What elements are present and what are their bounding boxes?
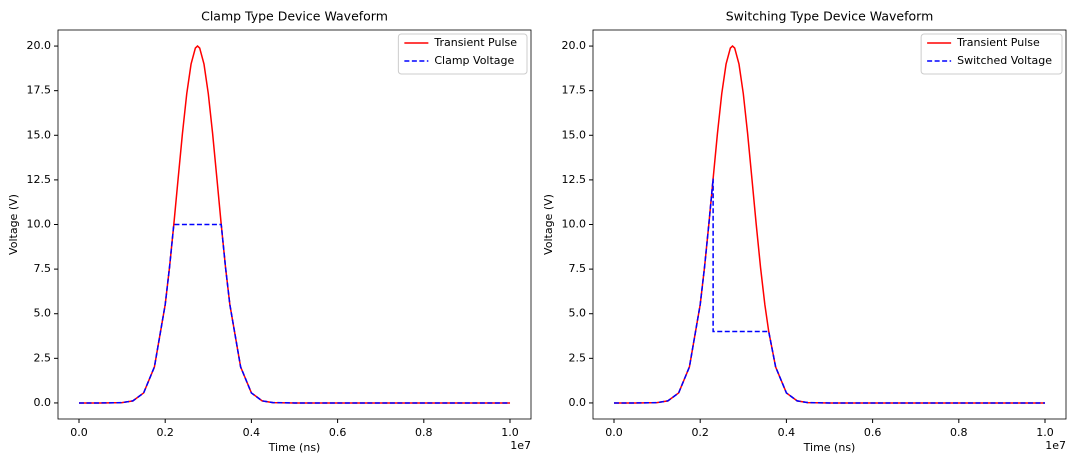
legend-label: Switched Voltage (957, 54, 1052, 67)
y-tick-label: 7.5 (569, 262, 587, 275)
y-tick-label: 12.5 (27, 173, 52, 186)
y-tick-label: 17.5 (562, 84, 587, 97)
x-tick-label: 0.6 (329, 426, 347, 439)
y-tick-label: 2.5 (34, 351, 52, 364)
x-axis-label: Time (ns) (268, 441, 321, 454)
legend-box (920, 33, 1063, 75)
x-offset-label: 1e7 (1045, 439, 1066, 452)
y-axis-label: Voltage (V) (7, 194, 20, 255)
y-tick-label: 10.0 (562, 218, 587, 231)
data-line (613, 45, 1046, 404)
y-tick-label: 12.5 (562, 173, 587, 186)
subplot: Clamp Type Device Waveform Time (ns) Volta… (7, 9, 532, 454)
x-tick-label: 0.2 (691, 426, 709, 439)
y-tick-label: 2.5 (569, 351, 587, 364)
axes-frame (592, 29, 1067, 420)
x-tick-label: 1.0 (501, 426, 519, 439)
legend-label: Transient Pulse (956, 36, 1040, 49)
y-tick-label: 10.0 (27, 218, 52, 231)
x-offset-label: 1e7 (510, 439, 531, 452)
data-line (78, 45, 511, 404)
y-tick-label: 5.0 (569, 307, 587, 320)
y-tick-label: 5.0 (34, 307, 52, 320)
x-tick-label: 0.0 (605, 426, 623, 439)
subplot: Switching Type Device Waveform Time (ns) V… (542, 9, 1067, 454)
y-tick-label: 15.0 (562, 128, 587, 141)
y-tick-label: 17.5 (27, 84, 52, 97)
x-tick-label: 0.8 (415, 426, 433, 439)
x-tick-label: 0.0 (70, 426, 88, 439)
y-tick-label: 7.5 (34, 262, 52, 275)
legend-box (397, 33, 528, 75)
y-tick-label: 0.0 (34, 396, 52, 409)
legend: Transient Pulse Clamp Voltage (397, 33, 528, 75)
y-axis-label: Voltage (V) (542, 194, 555, 255)
x-tick-label: 0.6 (864, 426, 882, 439)
data-line (78, 223, 511, 404)
x-axis-label: Time (ns) (803, 441, 856, 454)
y-tick-label: 15.0 (27, 128, 52, 141)
x-tick-label: 0.2 (156, 426, 174, 439)
legend-label: Transient Pulse (433, 36, 517, 49)
chart-title: Clamp Type Device Waveform (201, 9, 388, 24)
chart-title: Switching Type Device Waveform (726, 9, 934, 24)
x-tick-label: 0.4 (778, 426, 796, 439)
y-tick-label: 0.0 (569, 396, 587, 409)
axes-frame (57, 29, 532, 420)
legend: Transient Pulse Switched Voltage (920, 33, 1063, 75)
x-tick-label: 1.0 (1036, 426, 1054, 439)
y-tick-label: 20.0 (562, 39, 587, 52)
y-tick-label: 20.0 (27, 39, 52, 52)
data-line (613, 178, 1046, 404)
legend-label: Clamp Voltage (434, 54, 514, 67)
x-tick-label: 0.4 (243, 426, 261, 439)
x-tick-label: 0.8 (950, 426, 968, 439)
